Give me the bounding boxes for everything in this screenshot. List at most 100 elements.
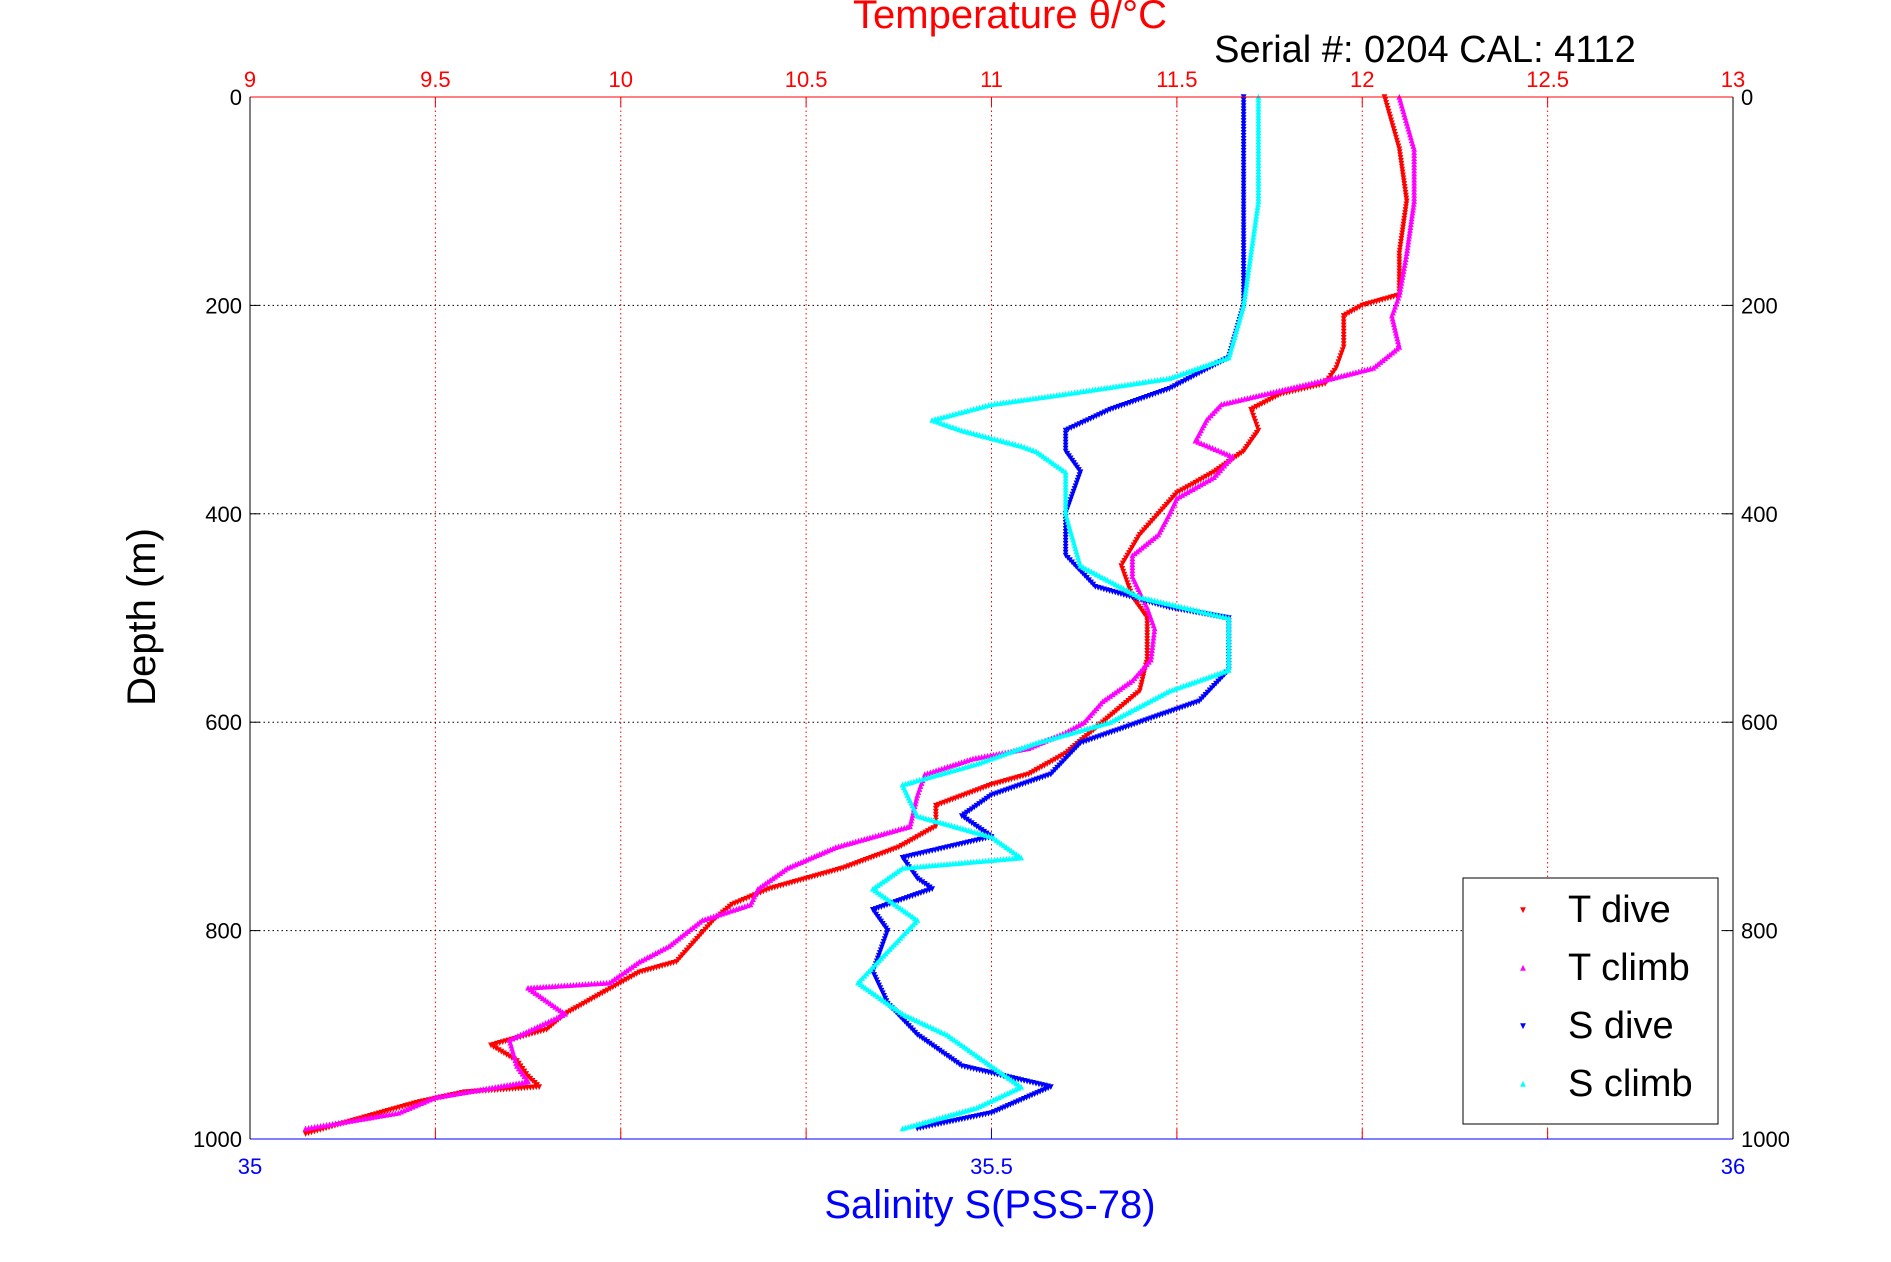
- data-point: [882, 894, 889, 901]
- data-point: [1062, 528, 1069, 535]
- data-point: [1013, 851, 1020, 857]
- data-point: [1009, 1087, 1016, 1094]
- data-point: [1340, 322, 1347, 329]
- data-point: [647, 953, 653, 959]
- data-point: [930, 1025, 936, 1031]
- data-point: [985, 402, 992, 408]
- data-point: [1340, 313, 1347, 319]
- data-point: [1004, 1090, 1011, 1097]
- data-point: [1240, 216, 1247, 223]
- data-point: [1109, 579, 1116, 586]
- data-point: [1144, 645, 1151, 651]
- data-point: [1403, 198, 1410, 205]
- y-axis-tick-label-right: 200: [1741, 293, 1778, 318]
- data-point: [986, 1061, 992, 1068]
- data-point: [1127, 679, 1133, 685]
- data-point: [1138, 679, 1145, 686]
- data-point: [946, 1033, 953, 1040]
- data-point: [1062, 531, 1069, 538]
- data-point: [973, 431, 980, 438]
- data-point: [1030, 447, 1036, 453]
- data-point: [874, 882, 881, 889]
- data-point: [1082, 565, 1089, 572]
- data-point: [1240, 240, 1247, 246]
- data-point: [1240, 231, 1247, 238]
- data-point: [1240, 204, 1247, 211]
- data-point: [1240, 168, 1247, 175]
- data-point: [302, 1131, 309, 1137]
- data-point: [897, 1009, 903, 1015]
- data-point: [1062, 445, 1069, 452]
- data-point: [882, 998, 889, 1005]
- data-point: [973, 1052, 980, 1059]
- data-point: [423, 1097, 430, 1104]
- data-point: [1042, 455, 1049, 461]
- data-point: [991, 1064, 997, 1071]
- data-point: [1240, 263, 1247, 270]
- data-point: [1254, 424, 1261, 431]
- data-point: [1340, 344, 1347, 351]
- data-point: [1398, 157, 1404, 164]
- data-point: [1142, 700, 1149, 707]
- data-point: [1240, 150, 1247, 157]
- data-point: [1126, 585, 1133, 592]
- data-point: [1192, 484, 1199, 491]
- data-point: [426, 1096, 433, 1103]
- data-point: [1208, 475, 1215, 482]
- chart-subtitle: Serial #: 0204 CAL: 4112: [1214, 29, 1636, 71]
- data-point: [1397, 241, 1404, 248]
- data-point: [1402, 207, 1409, 213]
- data-point: [1240, 222, 1247, 229]
- data-point: [1396, 256, 1403, 263]
- data-point: [1062, 546, 1069, 553]
- data-point: [1145, 699, 1151, 706]
- data-point: [983, 1059, 990, 1066]
- data-point: [1010, 849, 1017, 856]
- data-point: [941, 413, 947, 420]
- data-point: [1013, 1080, 1020, 1087]
- data-point: [554, 1005, 561, 1012]
- data-point: [1062, 430, 1069, 437]
- data-point: [1062, 439, 1069, 446]
- data-point: [409, 1103, 416, 1110]
- data-point: [1240, 210, 1247, 217]
- data-point: [1240, 249, 1247, 255]
- data-point: [996, 1068, 1002, 1074]
- data-point: [877, 995, 884, 1002]
- data-point: [1176, 493, 1183, 500]
- data-point: [527, 986, 534, 993]
- legend-label: S climb: [1568, 1063, 1693, 1105]
- data-point: [1069, 491, 1076, 498]
- data-point: [1240, 177, 1247, 184]
- data-point: [639, 957, 645, 964]
- data-point: [1123, 710, 1130, 717]
- data-point: [1203, 478, 1209, 485]
- data-point: [1076, 722, 1082, 728]
- data-point: [967, 429, 974, 436]
- data-point: [1240, 109, 1247, 115]
- legend-marker: [1520, 964, 1526, 971]
- data-point: [883, 930, 890, 937]
- data-point: [509, 1035, 516, 1042]
- data-point: [1401, 215, 1408, 222]
- data-point: [557, 1007, 564, 1014]
- data-point: [1112, 581, 1119, 588]
- data-point: [1120, 585, 1127, 592]
- data-point: [611, 976, 618, 982]
- data-point: [889, 899, 896, 906]
- data-point: [910, 1016, 917, 1022]
- data-point: [616, 972, 623, 979]
- data-point: [1396, 262, 1403, 269]
- data-point: [1223, 451, 1230, 457]
- data-point: [1062, 427, 1069, 434]
- y-axis-tick-label-right: 600: [1741, 710, 1778, 735]
- bottom-axis-tick-label: 36: [1721, 1154, 1745, 1179]
- top-axis-tick-label: 9.5: [420, 67, 451, 92]
- data-point: [979, 432, 986, 439]
- data-point: [933, 808, 939, 815]
- data-point: [1240, 237, 1247, 243]
- data-point: [1076, 472, 1083, 478]
- data-point: [1398, 233, 1405, 240]
- data-point: [929, 416, 936, 423]
- data-point: [782, 866, 789, 873]
